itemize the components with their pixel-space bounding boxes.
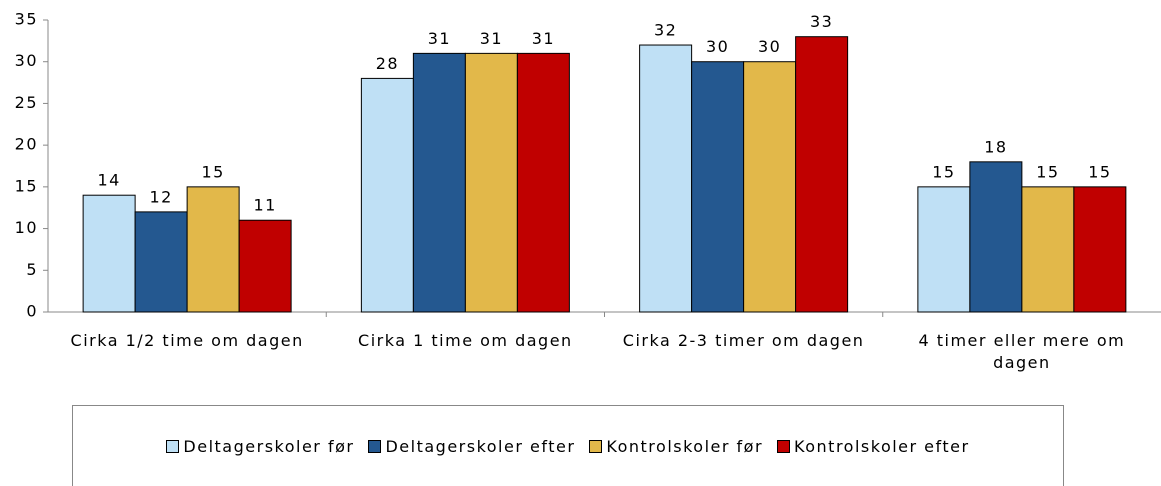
bar (917, 186, 971, 313)
legend-label: Kontrolskoler før (606, 436, 764, 456)
bar (360, 77, 414, 313)
data-label: 11 (253, 196, 276, 215)
data-label: 12 (149, 187, 172, 206)
x-tick-label: 4 timer eller mere om dagen (918, 331, 1126, 372)
data-label: 15 (1088, 162, 1111, 181)
bar (516, 52, 570, 313)
legend-swatch (589, 439, 603, 453)
legend-label: Kontrolskoler efter (794, 436, 970, 456)
bar (795, 36, 849, 313)
legend-label: Deltagerskoler før (183, 436, 355, 456)
legend: Deltagerskoler før Deltagerskoler efter Ko… (72, 405, 1064, 486)
bar (1021, 186, 1075, 313)
data-label: 31 (480, 29, 503, 48)
bar (1073, 186, 1127, 313)
bar (639, 44, 693, 313)
data-label: 32 (654, 21, 677, 40)
legend-swatch (166, 439, 180, 453)
y-tick-label: 35 (15, 10, 38, 29)
data-label: 33 (810, 12, 833, 31)
legend-label: Deltagerskoler efter (385, 436, 576, 456)
data-label: 14 (97, 171, 120, 190)
y-tick-label: 20 (15, 135, 38, 154)
y-tick-label: 0 (26, 302, 38, 321)
y-tick-label: 30 (15, 51, 38, 70)
y-tick-label: 5 (26, 260, 38, 279)
x-tick-label: Cirka 1/2 time om dagen (70, 331, 304, 350)
data-label: 28 (376, 54, 399, 73)
legend-swatch (368, 439, 382, 453)
legend-item: Deltagerskoler før (166, 437, 354, 456)
bar (82, 194, 136, 313)
x-tick-label: Cirka 1 time om dagen (358, 331, 573, 350)
data-label: 15 (932, 162, 955, 181)
data-label: 30 (706, 37, 729, 56)
bar (238, 219, 292, 313)
bar (186, 186, 240, 313)
x-tick-label: Cirka 2-3 timer om dagen (622, 331, 865, 350)
legend-item: Kontrolskoler før (589, 437, 763, 456)
legend-item: Kontrolskoler efter (777, 437, 970, 456)
data-label: 18 (984, 137, 1007, 156)
bar (464, 52, 518, 313)
data-label: 15 (201, 162, 224, 181)
legend-item: Deltagerskoler efter (368, 437, 575, 456)
data-label: 31 (532, 29, 555, 48)
chart: 0 5 10 15 20 25 30 35 14 12 15 11 28 31 31 31 32 30 30 33 15… (15, 10, 1161, 321)
bar (134, 211, 188, 313)
bar (969, 161, 1023, 313)
legend-swatch (777, 439, 791, 453)
bar (691, 61, 745, 313)
y-tick-label: 15 (15, 176, 38, 195)
data-label: 31 (428, 29, 451, 48)
y-tick-label: 10 (15, 218, 38, 237)
data-label: 15 (1036, 162, 1059, 181)
data-label: 30 (758, 37, 781, 56)
bar (743, 61, 797, 313)
bar (412, 52, 466, 313)
y-tick-label: 25 (15, 93, 38, 112)
